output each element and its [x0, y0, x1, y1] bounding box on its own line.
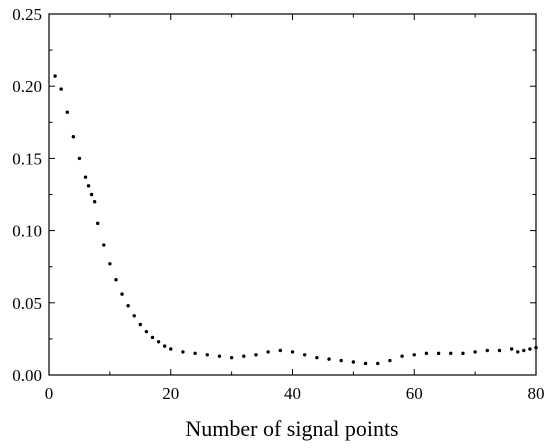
y-tick-label: 0.10	[12, 222, 42, 241]
y-tick-label: 0.05	[12, 294, 42, 313]
data-point	[102, 243, 106, 247]
data-point	[339, 358, 343, 363]
data-point	[144, 329, 149, 334]
y-tick-label: 0.20	[12, 77, 42, 96]
data-point	[290, 350, 295, 354]
data-point	[86, 184, 91, 188]
data-point	[254, 353, 258, 357]
data-point	[497, 348, 502, 353]
data-point	[436, 351, 441, 356]
data-point	[473, 350, 477, 354]
data-point	[229, 355, 234, 360]
data-point	[522, 348, 526, 353]
data-point	[114, 277, 118, 282]
plot-frame	[48, 13, 537, 376]
x-tick-label: 60	[406, 384, 423, 403]
data-point	[120, 292, 124, 296]
data-point	[108, 262, 112, 266]
data-point	[83, 175, 88, 179]
data-point	[302, 353, 307, 357]
data-point	[424, 351, 429, 356]
x-tick-label: 40	[284, 384, 301, 403]
data-point	[315, 355, 319, 360]
data-point	[485, 348, 489, 353]
data-point	[77, 156, 82, 161]
y-tick-label: 0.25	[12, 5, 42, 24]
x-axis-title: Number of signal points	[185, 416, 398, 441]
data-point	[461, 351, 465, 356]
data-point	[242, 354, 246, 358]
data-point	[150, 335, 155, 340]
data-point	[89, 192, 94, 197]
data-point	[528, 347, 532, 351]
x-tick-label: 20	[162, 384, 179, 403]
y-tick-label: 0.15	[12, 149, 42, 168]
data-point	[126, 303, 130, 308]
data-point	[327, 357, 331, 361]
data-point	[449, 351, 453, 356]
data-point	[205, 353, 209, 357]
data-point	[162, 344, 167, 348]
data-point	[96, 221, 100, 226]
y-tick-label: 0.00	[12, 366, 42, 385]
data-point	[193, 351, 197, 356]
data-point	[412, 353, 416, 357]
data-point	[53, 74, 57, 78]
data-point	[156, 340, 161, 344]
data-point	[400, 354, 404, 358]
data-point	[169, 347, 173, 351]
data-point	[59, 87, 63, 91]
data-point	[351, 360, 356, 364]
x-tick-label: 0	[45, 384, 54, 403]
data-point	[71, 135, 76, 139]
data-point	[509, 347, 514, 351]
data-point	[388, 358, 392, 363]
data-point	[363, 361, 368, 366]
data-point	[266, 350, 270, 354]
data-point	[181, 350, 185, 354]
data-point	[92, 200, 97, 204]
data-point	[376, 361, 380, 366]
data-point	[278, 348, 283, 353]
x-tick-label: 80	[528, 384, 545, 403]
data-point	[217, 354, 222, 358]
data-point	[516, 350, 520, 354]
data-point	[65, 110, 69, 114]
data-point	[132, 314, 136, 318]
data-point	[138, 322, 143, 327]
